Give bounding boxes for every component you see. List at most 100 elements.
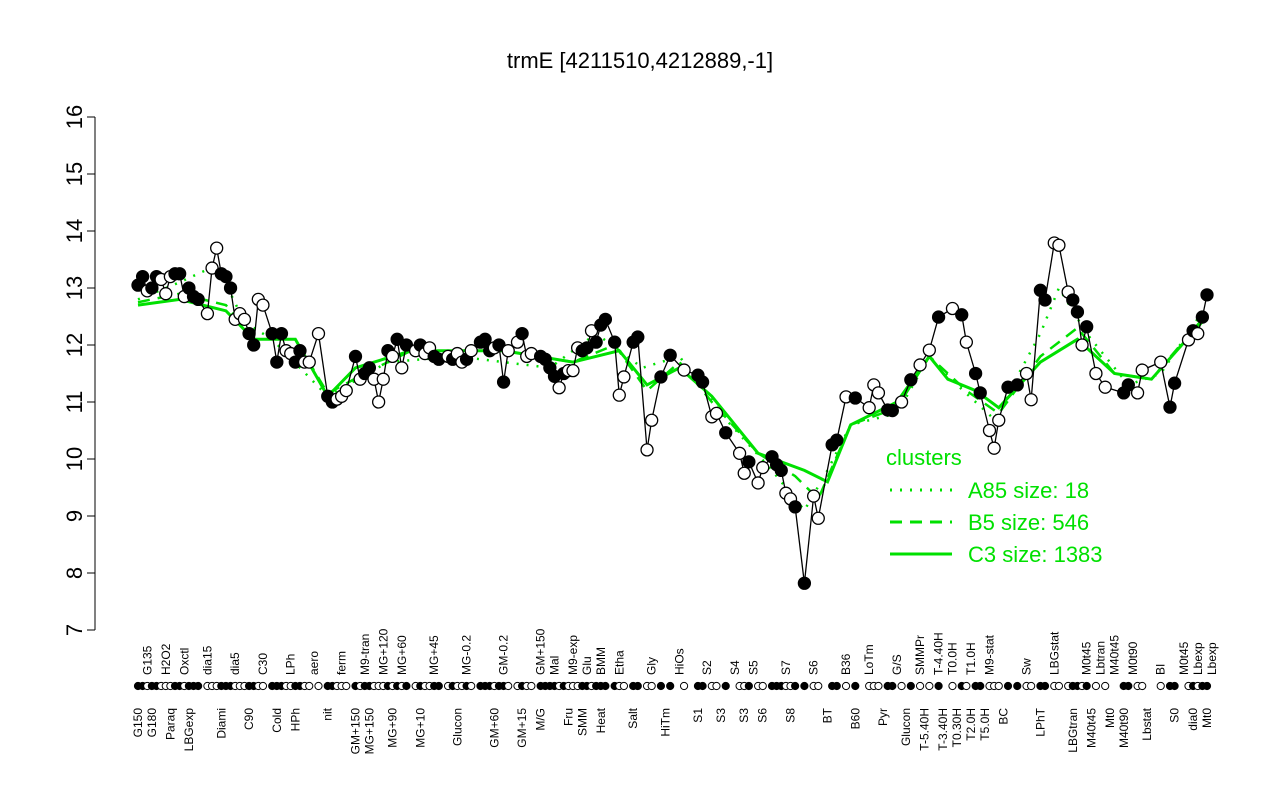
x-tick-label-top: GM+150 [534, 628, 548, 675]
x-tick-label-top: Oxctl [177, 648, 191, 675]
y-tick-label: 11 [62, 391, 87, 414]
legend-title: clusters [886, 445, 962, 470]
x-tick-label-top: Sw [1020, 658, 1034, 675]
data-point-filled [663, 348, 677, 362]
data-point-filled [1038, 293, 1052, 307]
x-tick-label-bottom: Fru [561, 708, 575, 726]
x-tick-label-top: LPh [284, 654, 298, 675]
x-tick-label-bottom: dia0 [1186, 708, 1200, 731]
data-point-filled [274, 326, 289, 341]
x-tick-label-top: LoTm [862, 644, 876, 675]
data-point-filled [719, 426, 733, 440]
x-tick-label-top: T-4.40H [932, 632, 946, 675]
data-point-open [302, 355, 316, 369]
data-point-open [806, 489, 821, 503]
data-point-filled [973, 386, 987, 400]
data-point-filled [885, 403, 899, 418]
data-point-open [922, 343, 936, 357]
condition-marker [647, 681, 656, 691]
data-point-open [756, 460, 770, 475]
data-point-open [709, 406, 724, 421]
x-tick-label-top: MG+45 [427, 635, 441, 675]
x-tick-label-bottom: Lbstat [1140, 707, 1154, 740]
data-point-open [1052, 238, 1066, 252]
condition-marker [527, 681, 536, 691]
y-tick-label: 12 [62, 333, 87, 357]
data-point-open [1154, 355, 1168, 369]
data-point-filled [1070, 305, 1085, 319]
cluster-line-dashed [137, 292, 1208, 502]
data-point-open [737, 466, 751, 480]
x-tick-label-top: MG+60 [395, 635, 409, 675]
data-point-open [612, 388, 626, 402]
data-point-open [1075, 338, 1089, 352]
x-tick-label-bottom: T5.0H [978, 708, 992, 741]
x-tick-label-top: M40t45 [1108, 635, 1122, 675]
x-axis: G135 H2O2 Oxctl dia15 dia5 C30 LPh aero ferm M9-t… [131, 628, 1219, 754]
data-point-filled [797, 576, 812, 590]
x-tick-label-top: C30 [256, 653, 270, 675]
x-tick-label-bottom: GM+150 [349, 708, 363, 755]
x-tick-label-bottom: Glucon [899, 708, 913, 746]
x-tick-label-bottom: GM+15 [515, 708, 529, 748]
data-point-filled [774, 463, 788, 478]
x-tick-label-top: M0t45 [1080, 641, 1094, 675]
x-tick-label-bottom: G180 [145, 708, 159, 738]
data-point-open [987, 441, 1001, 455]
condition-marker [1003, 681, 1013, 691]
y-tick-label: 16 [62, 105, 87, 129]
data-point-open [992, 413, 1006, 427]
x-tick-label-top: HiOs [672, 648, 686, 675]
x-tick-label-bottom: Paraq [163, 708, 177, 740]
x-tick-label-bottom: BC [996, 708, 1010, 725]
x-tick-label-top: M9-stat [982, 634, 996, 675]
condition-marker [874, 681, 883, 691]
condition-marker [1138, 681, 1147, 691]
x-tick-label-top: S2 [700, 660, 714, 675]
legend-label: B5 size: 546 [968, 510, 1089, 535]
data-point-filled [695, 375, 710, 389]
x-tick-label-top: ferm [335, 651, 349, 675]
condition-marker [1124, 681, 1133, 691]
x-tick-label-top: M9-tran [358, 634, 372, 675]
data-point-open [811, 511, 825, 525]
x-tick-label-bottom: BT [821, 707, 835, 723]
condition-marker [258, 681, 268, 691]
condition-marker [1101, 681, 1110, 691]
data-point-open [617, 370, 631, 384]
data-point-filled [968, 366, 983, 381]
x-tick-label-bottom: M40t90 [1117, 708, 1131, 748]
data-point-filled [631, 330, 645, 344]
data-point-open [862, 401, 876, 415]
data-point-filled [145, 281, 159, 295]
condition-marker [721, 681, 730, 691]
x-tick-label-top: MG-0.2 [460, 635, 474, 675]
condition-marker [791, 681, 800, 691]
data-point-filled [1200, 288, 1214, 302]
data-point-filled [830, 433, 844, 447]
data-point-open [1024, 393, 1038, 407]
x-tick-label-top: G/S [890, 654, 904, 675]
data-point-open [395, 361, 409, 375]
y-tick-label: 14 [62, 219, 87, 243]
data-point-filled [598, 312, 613, 327]
condition-marker [504, 681, 513, 691]
data-point-filled [496, 375, 511, 389]
data-point-filled [219, 269, 233, 284]
x-tick-label-bottom: Diami [214, 708, 228, 739]
data-point-open [566, 363, 580, 378]
data-point-filled [247, 338, 261, 352]
expression-profile [131, 236, 1214, 590]
x-tick-label-bottom: T0.30H [950, 708, 964, 747]
condition-marker [1027, 681, 1036, 691]
data-point-filled [608, 335, 622, 349]
y-tick-label: 15 [62, 162, 87, 186]
data-point-open [552, 381, 566, 395]
x-tick-label-top: LBGstat [1047, 631, 1061, 675]
x-tick-label-top: H2O2 [159, 643, 173, 675]
condition-marker [962, 681, 971, 691]
x-tick-label-bottom: LPhT [1033, 707, 1047, 736]
data-point-filled [135, 269, 150, 284]
x-tick-label-top: M0t45 [1177, 641, 1191, 675]
